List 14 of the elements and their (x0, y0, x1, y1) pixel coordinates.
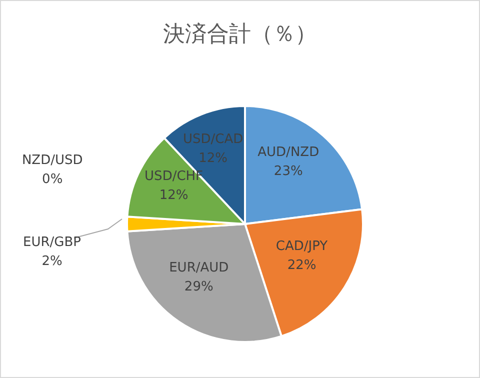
chart-title: 決済合計（％） (162, 21, 318, 49)
slice-label: CAD/JPY (276, 239, 328, 254)
slice-label: EUR/GBP (23, 235, 82, 250)
text: 0% (42, 172, 63, 188)
data-label: 23% (274, 164, 303, 180)
data-label: 22% (287, 258, 316, 274)
data-label: 29% (184, 280, 214, 295)
slice-label: AUD/NZD (258, 145, 320, 160)
slice-label: USD/CAD (183, 132, 244, 147)
data-label: 12% (159, 188, 188, 203)
data-label: 12% (198, 150, 228, 166)
data-label: 2% (42, 254, 62, 269)
category-label: NZD/USD (22, 153, 83, 168)
slice-label: EUR/AUD (169, 260, 229, 276)
